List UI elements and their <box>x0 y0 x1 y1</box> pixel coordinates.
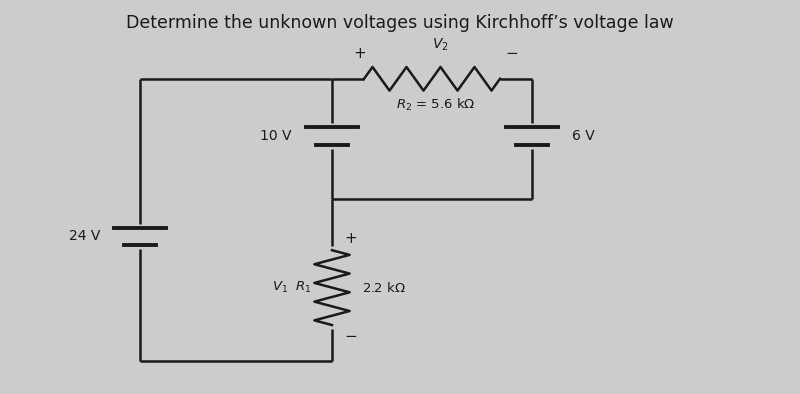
Text: 6 V: 6 V <box>572 129 594 143</box>
Text: +: + <box>344 231 357 246</box>
Text: 2.2 k$\Omega$: 2.2 k$\Omega$ <box>362 281 406 295</box>
Text: −: − <box>344 329 357 344</box>
Text: −: − <box>506 46 518 61</box>
Text: $V_2$: $V_2$ <box>432 37 448 53</box>
Text: Determine the unknown voltages using Kirchhoff’s voltage law: Determine the unknown voltages using Kir… <box>126 14 674 32</box>
Text: 10 V: 10 V <box>261 129 292 143</box>
Text: +: + <box>354 46 366 61</box>
Text: $R_2$ = 5.6 k$\Omega$: $R_2$ = 5.6 k$\Omega$ <box>396 97 476 113</box>
Text: $V_1$  $R_1$: $V_1$ $R_1$ <box>272 280 312 295</box>
Text: 24 V: 24 V <box>69 229 100 243</box>
